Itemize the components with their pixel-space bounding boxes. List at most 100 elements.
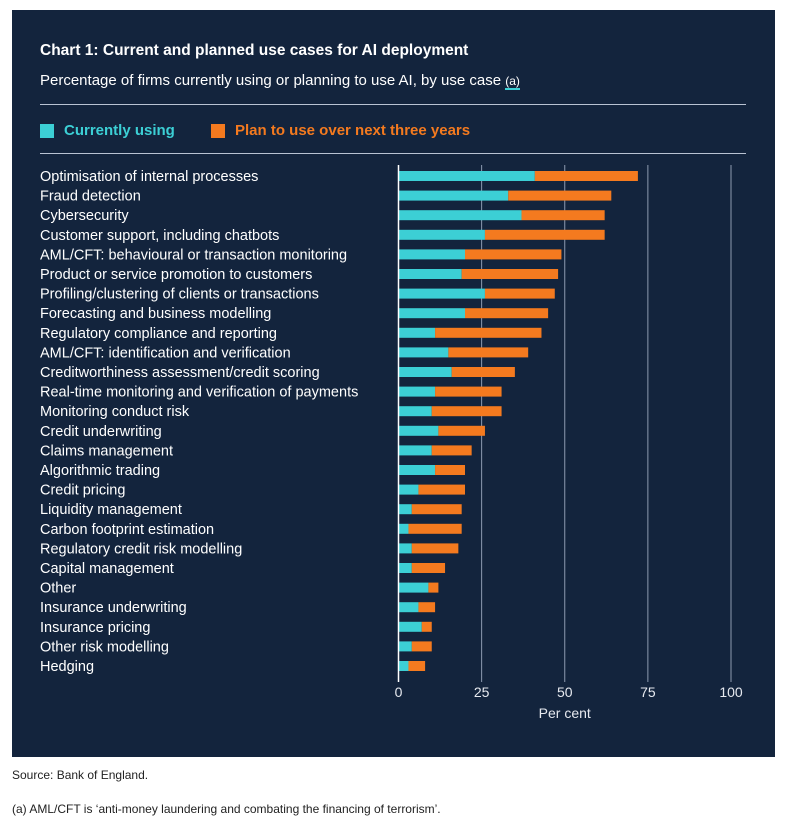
bar-plan xyxy=(418,602,436,613)
category-label: Profiling/clustering of clients or trans… xyxy=(40,287,319,303)
bar-current xyxy=(398,367,452,377)
bar-plan xyxy=(428,582,439,593)
legend-plan: Plan to use over next three years xyxy=(211,122,470,139)
category-label: Other xyxy=(40,581,76,597)
category-label: Monitoring conduct risk xyxy=(40,404,190,420)
chart-title: Chart 1: Current and planned use cases f… xyxy=(40,42,469,59)
divider xyxy=(40,153,746,154)
bar-plan xyxy=(438,425,485,436)
bar-current xyxy=(398,484,419,495)
bar-current xyxy=(398,308,465,319)
legend-label-current: Currently using xyxy=(64,122,175,139)
bar-current xyxy=(398,563,412,573)
bar-plan xyxy=(421,621,432,632)
category-label: Carbon footprint estimation xyxy=(40,522,214,538)
bar-current xyxy=(398,288,485,299)
bar-current xyxy=(398,347,449,358)
bar-current xyxy=(398,641,412,652)
category-label: Product or service promotion to customer… xyxy=(40,267,312,283)
bar-plan xyxy=(431,406,502,417)
bar-current xyxy=(398,229,485,240)
legend-swatch-current xyxy=(40,123,54,138)
bar-current xyxy=(398,190,509,201)
category-label: Real-time monitoring and verification of… xyxy=(40,385,358,401)
bar-plan xyxy=(411,504,462,515)
bar-current xyxy=(398,406,432,417)
bar-current xyxy=(398,327,436,338)
bar-plan xyxy=(431,445,472,456)
bar-plan xyxy=(408,661,426,671)
bar-plan xyxy=(418,484,465,495)
bar-current xyxy=(398,171,535,181)
bar-current xyxy=(398,425,439,436)
subtitle-text: Percentage of firms currently using or p… xyxy=(40,72,502,89)
x-tick-label: 50 xyxy=(557,684,573,700)
category-label: Insurance underwriting xyxy=(40,600,187,616)
bar-plan xyxy=(411,543,459,554)
category-label: Fraud detection xyxy=(40,189,141,205)
bar-current xyxy=(398,523,409,534)
bar-current xyxy=(398,602,419,613)
footnote: (a) AML/CFT is ‘anti-money laundering an… xyxy=(12,802,441,816)
bar-plan xyxy=(484,229,605,240)
bar-current xyxy=(398,543,412,554)
bar-chart: 0 25 50 75 100 Per cent Optimisation of intern… xyxy=(40,165,743,721)
category-label: Algorithmic trading xyxy=(40,463,160,479)
bar-plan xyxy=(465,308,549,319)
category-label: Capital management xyxy=(40,561,174,577)
category-label: Customer support, including chatbots xyxy=(40,228,279,244)
x-tick-label: 100 xyxy=(719,684,743,700)
bar-plan xyxy=(411,641,432,652)
bar-plan xyxy=(411,563,446,573)
bar-current xyxy=(398,465,436,475)
bar-plan xyxy=(435,386,502,397)
category-label: Credit pricing xyxy=(40,483,125,499)
bar-plan xyxy=(465,249,562,260)
bar-plan xyxy=(521,210,605,221)
bar-plan xyxy=(534,171,638,181)
category-label: Other risk modelling xyxy=(40,639,169,655)
category-label: Cybersecurity xyxy=(40,208,129,224)
category-label: AML/CFT: identification and verification xyxy=(40,345,291,361)
category-label: Claims management xyxy=(40,443,173,459)
category-label: Credit underwriting xyxy=(40,424,162,440)
bar-plan xyxy=(461,269,559,279)
legend-current: Currently using xyxy=(40,122,175,139)
bar-current xyxy=(398,621,422,632)
category-label: Forecasting and business modelling xyxy=(40,306,271,322)
bar-plan xyxy=(435,327,542,338)
category-label: Liquidity management xyxy=(40,502,182,518)
bar-current xyxy=(398,661,409,671)
bar-plan xyxy=(448,347,529,358)
category-label: Optimisation of internal processes xyxy=(40,169,258,185)
x-tick-label: 25 xyxy=(474,684,490,700)
footnote-link[interactable]: (a) xyxy=(505,74,520,90)
bar-current xyxy=(398,582,429,593)
x-tick-label: 75 xyxy=(640,684,656,700)
bar-current xyxy=(398,445,432,456)
source-note: Source: Bank of England. xyxy=(12,768,149,782)
chart-panel: Chart 1: Current and planned use cases f… xyxy=(12,10,775,757)
legend-label-plan: Plan to use over next three years xyxy=(235,122,471,139)
x-tick-label: 0 xyxy=(395,684,403,700)
x-axis-label: Per cent xyxy=(539,705,591,721)
chart-subtitle: Percentage of firms currently using or p… xyxy=(40,72,520,90)
bar-current xyxy=(398,249,465,260)
category-label: Hedging xyxy=(40,659,94,675)
bar-plan xyxy=(508,190,612,201)
category-label: Regulatory credit risk modelling xyxy=(40,541,242,557)
category-label: AML/CFT: behavioural or transaction moni… xyxy=(40,247,347,263)
category-label: Insurance pricing xyxy=(40,620,150,636)
category-label: Regulatory compliance and reporting xyxy=(40,326,277,342)
category-label: Creditworthiness assessment/credit scori… xyxy=(40,365,320,381)
bar-plan xyxy=(408,523,462,534)
bar-plan xyxy=(435,465,465,475)
bar-current xyxy=(398,386,436,397)
bar-plan xyxy=(451,367,515,377)
bar-current xyxy=(398,504,412,515)
divider xyxy=(40,104,746,105)
bar-current xyxy=(398,210,522,221)
bar-current xyxy=(398,269,462,279)
bar-plan xyxy=(484,288,555,299)
legend-swatch-plan xyxy=(211,123,225,138)
